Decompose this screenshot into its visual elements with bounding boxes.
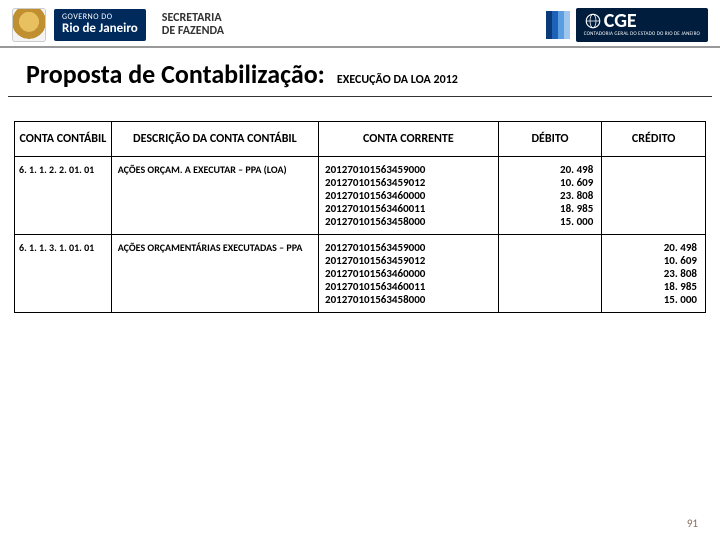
cge-logo: CGE CONTADORIA GERAL DO ESTADO DO RIO DE… xyxy=(546,8,708,42)
title-row: Proposta de Contabilização: EXECUÇÃO DA … xyxy=(8,48,712,97)
table-wrap: CONTA CONTÁBIL DESCRIÇÃO DA CONTA CONTÁB… xyxy=(0,97,720,313)
cell-desc: AÇÕES ORÇAMENTÁRIAS EXECUTADAS – PPA xyxy=(111,235,318,313)
state-logo xyxy=(12,8,46,42)
col-credito: CRÉDITO xyxy=(602,122,706,157)
cell-desc: AÇÕES ORÇAM. A EXECUTAR – PPA (LOA) xyxy=(111,157,318,235)
col-debito: DÉBITO xyxy=(498,122,602,157)
cge-text: CGE xyxy=(604,11,637,31)
globe-icon xyxy=(584,12,602,30)
gov-line2: Rio de Janeiro xyxy=(62,22,138,36)
cge-subtext: CONTADORIA GERAL DO ESTADO DO RIO DE JAN… xyxy=(584,32,700,37)
cge-box: CGE CONTADORIA GERAL DO ESTADO DO RIO DE… xyxy=(576,8,708,42)
cell-code: 6. 1. 1. 3. 1. 01. 01 xyxy=(15,235,112,313)
sefaz-line2: DE FAZENDA xyxy=(162,25,224,38)
cge-stripes-icon xyxy=(546,11,570,39)
header-bar: GOVERNO DO Rio de Janeiro SECRETARIA DE … xyxy=(0,0,720,48)
cell-credito xyxy=(602,157,706,235)
cell-code: 6. 1. 1. 2. 2. 01. 01 xyxy=(15,157,112,235)
page-number: 91 xyxy=(687,517,698,530)
cell-credito: 20. 49810. 60923. 80818. 98515. 000 xyxy=(602,235,706,313)
cell-conta-corrente: 2012701015634590002012701015634590122012… xyxy=(319,235,499,313)
col-conta-corrente: CONTA CORRENTE xyxy=(319,122,499,157)
cell-debito: 20. 49810. 60923. 80818. 98515. 000 xyxy=(498,157,602,235)
sefaz-label: SECRETARIA DE FAZENDA xyxy=(162,12,224,38)
col-descricao: DESCRIÇÃO DA CONTA CONTÁBIL xyxy=(111,122,318,157)
col-conta-contabil: CONTA CONTÁBIL xyxy=(15,122,112,157)
cell-debito xyxy=(498,235,602,313)
cell-conta-corrente: 2012701015634590002012701015634590122012… xyxy=(319,157,499,235)
accounting-table: CONTA CONTÁBIL DESCRIÇÃO DA CONTA CONTÁB… xyxy=(14,121,706,313)
coat-of-arms-icon xyxy=(12,8,46,42)
governo-logo: GOVERNO DO Rio de Janeiro xyxy=(54,9,146,40)
table-row: 6. 1. 1. 2. 2. 01. 01AÇÕES ORÇAM. A EXEC… xyxy=(15,157,706,235)
page-subtitle: EXECUÇÃO DA LOA 2012 xyxy=(337,73,458,87)
table-header-row: CONTA CONTÁBIL DESCRIÇÃO DA CONTA CONTÁB… xyxy=(15,122,706,157)
table-row: 6. 1. 1. 3. 1. 01. 01AÇÕES ORÇAMENTÁRIAS… xyxy=(15,235,706,313)
page-title: Proposta de Contabilização: xyxy=(26,58,325,90)
